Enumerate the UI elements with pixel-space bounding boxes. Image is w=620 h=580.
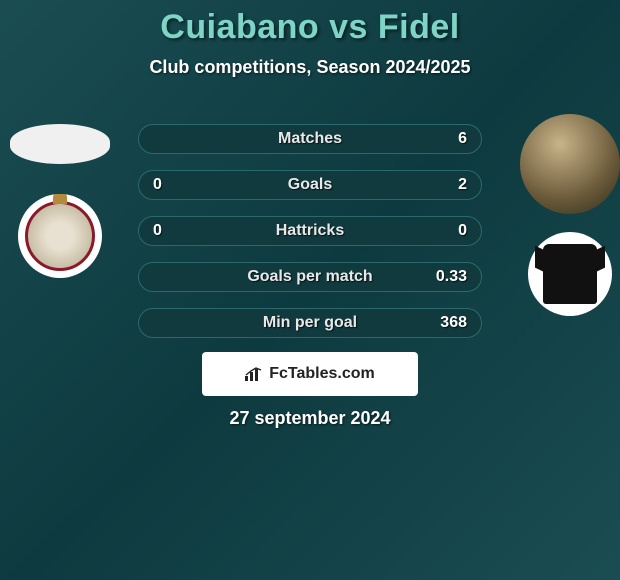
stat-row-matches: Matches 6 bbox=[138, 124, 482, 154]
bar-chart-icon bbox=[245, 367, 263, 381]
club-badge-left-inner bbox=[25, 201, 95, 271]
date-label: 27 september 2024 bbox=[0, 408, 620, 429]
player-avatar-left bbox=[10, 124, 110, 164]
stat-label: Matches bbox=[139, 130, 481, 148]
page-subtitle: Club competitions, Season 2024/2025 bbox=[0, 57, 620, 78]
club-badge-left bbox=[18, 194, 102, 278]
stats-panel: Matches 6 0 Goals 2 0 Hattricks 0 Goals … bbox=[138, 124, 482, 354]
stat-row-hattricks: 0 Hattricks 0 bbox=[138, 216, 482, 246]
stat-label: Goals bbox=[139, 176, 481, 194]
left-column bbox=[10, 114, 110, 278]
stat-row-goals-per-match: Goals per match 0.33 bbox=[138, 262, 482, 292]
attribution-text: FcTables.com bbox=[269, 365, 375, 383]
stat-row-goals: 0 Goals 2 bbox=[138, 170, 482, 200]
club-badge-right bbox=[528, 232, 612, 316]
player-avatar-right bbox=[520, 114, 620, 214]
stat-label: Min per goal bbox=[139, 314, 481, 332]
page-title: Cuiabano vs Fidel bbox=[0, 0, 620, 47]
stat-label: Hattricks bbox=[139, 222, 481, 240]
club-badge-right-inner bbox=[543, 244, 597, 304]
stat-label: Goals per match bbox=[139, 268, 481, 286]
right-column bbox=[520, 114, 620, 316]
stat-row-min-per-goal: Min per goal 368 bbox=[138, 308, 482, 338]
attribution-badge: FcTables.com bbox=[202, 352, 418, 396]
